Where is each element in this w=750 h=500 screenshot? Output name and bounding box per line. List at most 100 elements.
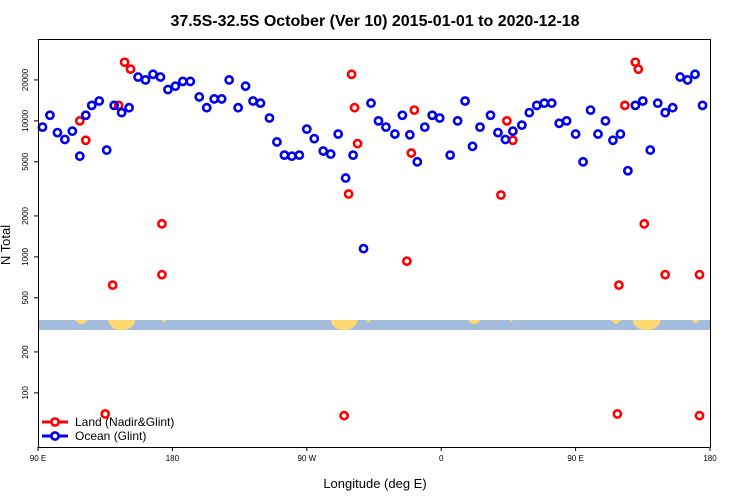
ocean-point bbox=[404, 129, 415, 140]
ocean-point bbox=[148, 69, 158, 80]
land-point bbox=[633, 64, 644, 75]
ocean-point bbox=[434, 113, 445, 123]
legend-label: Land (Nadir&Glint) bbox=[75, 415, 174, 429]
ocean-point bbox=[209, 94, 220, 104]
ocean-point bbox=[660, 107, 671, 118]
land-point bbox=[107, 280, 118, 291]
ocean-point bbox=[201, 102, 212, 113]
ocean-point bbox=[133, 72, 143, 82]
ocean-point bbox=[570, 129, 581, 139]
land-point bbox=[100, 409, 111, 419]
ocean-point bbox=[445, 150, 456, 161]
legend-label: Ocean (Glint) bbox=[75, 429, 146, 443]
ocean-point bbox=[325, 149, 336, 159]
ocean-point bbox=[170, 81, 181, 92]
ocean-point bbox=[682, 75, 693, 85]
ocean-point bbox=[578, 156, 588, 167]
ocean-point bbox=[163, 84, 173, 95]
ocean-point bbox=[467, 141, 478, 152]
land-point bbox=[694, 410, 705, 421]
ocean-point bbox=[216, 94, 227, 104]
x-tick-label: 180 bbox=[166, 454, 180, 463]
ocean-point bbox=[675, 72, 686, 82]
ocean-point bbox=[86, 100, 97, 111]
ocean-point bbox=[593, 129, 603, 139]
ocean-point bbox=[333, 129, 344, 139]
land-point bbox=[157, 269, 167, 280]
y-tick-label: 500 bbox=[21, 291, 30, 305]
map-land-africa-tip bbox=[468, 320, 481, 324]
ocean-point bbox=[427, 110, 438, 121]
legend-swatch-marker bbox=[50, 417, 60, 427]
map-land-islands bbox=[509, 320, 513, 323]
ocean-point bbox=[248, 96, 258, 106]
ocean-point bbox=[194, 92, 205, 102]
y-tick-label: 20000 bbox=[21, 68, 30, 91]
map-land-coast bbox=[366, 320, 372, 323]
land-point bbox=[157, 218, 167, 229]
x-axis-label: Longitude (deg E) bbox=[323, 476, 426, 491]
ocean-point bbox=[294, 150, 305, 161]
ocean-point bbox=[67, 126, 78, 137]
land-point bbox=[401, 256, 412, 267]
land-point bbox=[409, 105, 420, 116]
ocean-point bbox=[652, 98, 663, 109]
ocean-point bbox=[615, 129, 626, 139]
ocean-point bbox=[94, 96, 105, 106]
ocean-point bbox=[286, 151, 297, 162]
land-point bbox=[619, 100, 630, 111]
land-point bbox=[507, 135, 518, 146]
y-tick-label: 200 bbox=[21, 345, 30, 359]
x-tick-label: 0 bbox=[439, 454, 444, 463]
land-point bbox=[346, 69, 357, 80]
ocean-point bbox=[630, 100, 641, 111]
chart-title: 37.5S-32.5S October (Ver 10) 2015-01-01 … bbox=[170, 13, 579, 30]
ocean-point bbox=[52, 127, 63, 138]
land-point bbox=[639, 218, 650, 229]
ocean-point bbox=[224, 75, 235, 85]
land-point bbox=[74, 115, 85, 126]
ocean-point bbox=[373, 115, 384, 126]
ocean-point bbox=[500, 134, 511, 145]
ocean-point bbox=[358, 243, 369, 254]
ocean-point bbox=[516, 120, 527, 131]
land-point bbox=[343, 189, 354, 199]
map-land-africa-tip bbox=[75, 320, 88, 324]
legend-swatch-marker bbox=[50, 431, 60, 441]
plot-frame bbox=[38, 39, 711, 448]
ocean-point bbox=[80, 110, 91, 121]
legend: Land (Nadir&Glint)Ocean (Glint) bbox=[42, 415, 174, 443]
ocean-point bbox=[645, 145, 656, 155]
ocean-point bbox=[301, 124, 312, 135]
ocean-point bbox=[272, 137, 282, 147]
ocean-point bbox=[124, 102, 134, 113]
ocean-point bbox=[475, 122, 485, 133]
ocean-point bbox=[667, 102, 678, 113]
x-tick-label: 180 bbox=[703, 454, 717, 463]
x-tick-label: 90 E bbox=[567, 454, 583, 463]
y-tick-label: 2000 bbox=[21, 206, 30, 224]
ocean-point bbox=[697, 100, 708, 111]
map-land-new-zealand bbox=[692, 320, 700, 323]
land-point bbox=[660, 269, 671, 280]
ocean-point bbox=[366, 98, 376, 109]
ocean-point bbox=[397, 110, 408, 121]
map-land-new-zealand bbox=[161, 320, 167, 323]
land-point bbox=[352, 138, 363, 149]
world-map-strip bbox=[38, 320, 710, 330]
ocean-point bbox=[507, 126, 518, 137]
land-point bbox=[349, 102, 360, 113]
ocean-point bbox=[155, 72, 166, 82]
ocean-point bbox=[116, 107, 127, 118]
ocean-point bbox=[177, 76, 188, 87]
ocean-point bbox=[381, 122, 391, 133]
ocean-point bbox=[561, 115, 572, 126]
land-point bbox=[125, 64, 136, 75]
ocean-point bbox=[264, 113, 275, 123]
land-point bbox=[502, 115, 512, 126]
ocean-point bbox=[493, 127, 503, 138]
land-point bbox=[339, 410, 350, 421]
land-point bbox=[694, 269, 705, 280]
